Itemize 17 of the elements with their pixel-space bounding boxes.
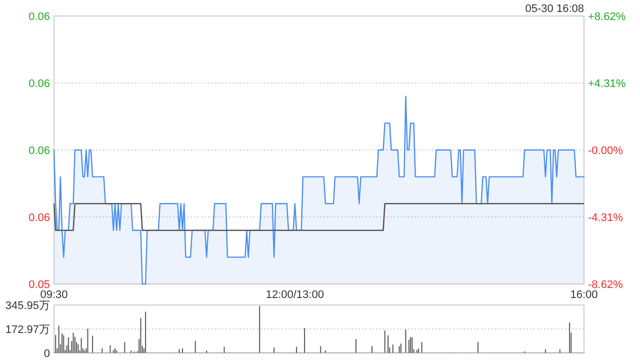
y2-tick-label: -0.00% bbox=[588, 145, 624, 157]
x-tick-label: 12:00/13:00 bbox=[266, 289, 324, 301]
x-tick-label: 09:30 bbox=[40, 289, 68, 301]
y-tick-label: 0.05 bbox=[28, 279, 50, 291]
y2-tick-label: +4.31% bbox=[588, 78, 626, 90]
y-tick-label: 172.97万 bbox=[5, 324, 50, 336]
y2-tick-label: +8.62% bbox=[588, 11, 626, 23]
y2-tick-label: -8.62% bbox=[588, 279, 624, 291]
y-tick-label: 0 bbox=[44, 348, 50, 360]
chart-subtitle: 05-30 16:08 bbox=[525, 3, 584, 15]
y-tick-label: 345.95万 bbox=[5, 300, 50, 312]
y-tick-label: 0.06 bbox=[28, 11, 50, 23]
y-tick-label: 0.06 bbox=[28, 145, 50, 157]
y-tick-label: 0.06 bbox=[28, 212, 50, 224]
y-tick-label: 0.06 bbox=[28, 78, 50, 90]
y2-tick-label: -4.31% bbox=[588, 212, 624, 224]
x-tick-label: 16:00 bbox=[570, 289, 598, 301]
